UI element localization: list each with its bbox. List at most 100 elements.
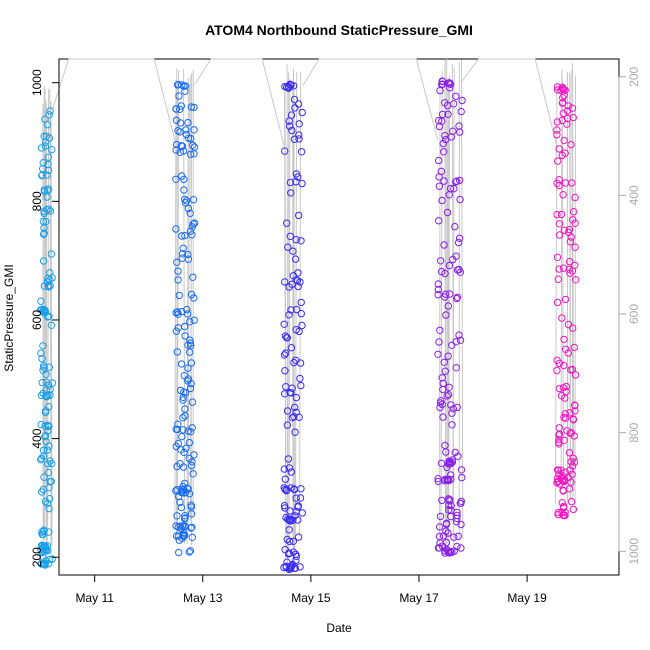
trace-line: [461, 59, 464, 539]
data-point: [190, 219, 199, 227]
data-point: [41, 142, 50, 150]
data-point: [568, 104, 577, 112]
data-point: [288, 280, 296, 288]
data-point: [555, 182, 563, 190]
data-point: [284, 455, 293, 463]
data-point: [565, 449, 574, 457]
data-point: [188, 461, 196, 470]
data-point: [186, 547, 195, 555]
data-point: [189, 220, 198, 228]
data-point: [39, 446, 48, 454]
data-point: [281, 82, 289, 91]
data-point: [44, 186, 52, 195]
data-point: [435, 217, 443, 225]
data-point: [448, 458, 457, 466]
data-point: [179, 531, 187, 540]
trace-lines: [42, 58, 576, 566]
data-point: [187, 501, 195, 509]
transit-line: [52, 58, 177, 144]
data-point: [564, 320, 573, 329]
data-point: [179, 414, 187, 422]
data-point: [557, 210, 566, 219]
data-point: [298, 179, 306, 188]
data-point: [45, 504, 53, 513]
trace-line: [299, 71, 302, 536]
data-point: [553, 366, 561, 375]
data-point: [291, 104, 299, 112]
trace-line: [286, 64, 289, 566]
data-point: [176, 498, 184, 506]
data-point: [457, 107, 465, 116]
data-point: [172, 309, 180, 317]
data-point: [42, 378, 50, 386]
data-point: [47, 250, 56, 258]
data-point: [182, 388, 190, 397]
data-point: [285, 464, 293, 472]
data-point: [565, 225, 574, 234]
data-point: [568, 462, 577, 470]
data-point: [555, 384, 563, 393]
data-point: [280, 320, 288, 328]
data-point: [39, 307, 48, 315]
data-point: [182, 444, 190, 452]
data-point: [435, 173, 443, 181]
data-point: [47, 321, 56, 329]
data-point: [172, 425, 180, 433]
data-point: [189, 470, 197, 478]
data-point: [434, 350, 442, 358]
data-point: [174, 267, 182, 275]
data-point: [457, 466, 466, 474]
data-point: [40, 282, 49, 290]
secondary-y-tick-label: 800: [627, 422, 641, 442]
data-point: [281, 147, 289, 155]
data-point: [446, 184, 455, 193]
data-point: [555, 438, 563, 446]
data-point: [42, 393, 51, 401]
data-point: [190, 143, 199, 151]
data-point: [285, 117, 293, 125]
data-point: [183, 305, 191, 314]
data-point: [563, 427, 571, 435]
data-point: [297, 237, 305, 245]
data-point: [456, 336, 465, 344]
data-point: [40, 132, 48, 141]
data-point: [438, 496, 446, 505]
data-point: [569, 505, 578, 514]
data-point: [37, 560, 46, 568]
data-point: [42, 392, 50, 400]
data-point: [453, 511, 461, 520]
data-point: [436, 523, 444, 531]
data-point: [454, 532, 462, 540]
data-point: [172, 522, 180, 530]
data-point: [435, 338, 443, 346]
data-point: [189, 273, 197, 281]
data-point: [188, 398, 197, 406]
data-point: [452, 92, 460, 101]
data-point: [285, 122, 294, 130]
x-tick-label: May 15: [291, 591, 331, 605]
data-point: [458, 473, 466, 482]
data-point: [39, 159, 47, 167]
data-point: [452, 364, 460, 372]
data-point: [287, 389, 295, 397]
data-point: [44, 160, 52, 169]
data-point: [555, 431, 563, 439]
data-point: [457, 544, 465, 552]
data-point: [292, 326, 300, 334]
data-point: [45, 134, 53, 142]
data-point: [553, 210, 561, 219]
data-point: [438, 80, 447, 88]
trace-line: [574, 75, 576, 512]
data-point: [296, 278, 304, 286]
data-point: [292, 170, 301, 178]
data-point: [296, 374, 304, 383]
data-point: [434, 544, 443, 552]
data-point: [441, 293, 449, 301]
data-point: [443, 392, 451, 400]
data-point: [297, 148, 306, 156]
data-point: [181, 512, 189, 520]
data-point: [185, 548, 194, 556]
secondary-y-tick-label: 600: [627, 304, 641, 324]
data-point: [186, 318, 194, 326]
y-tick-label: 400: [30, 428, 44, 448]
